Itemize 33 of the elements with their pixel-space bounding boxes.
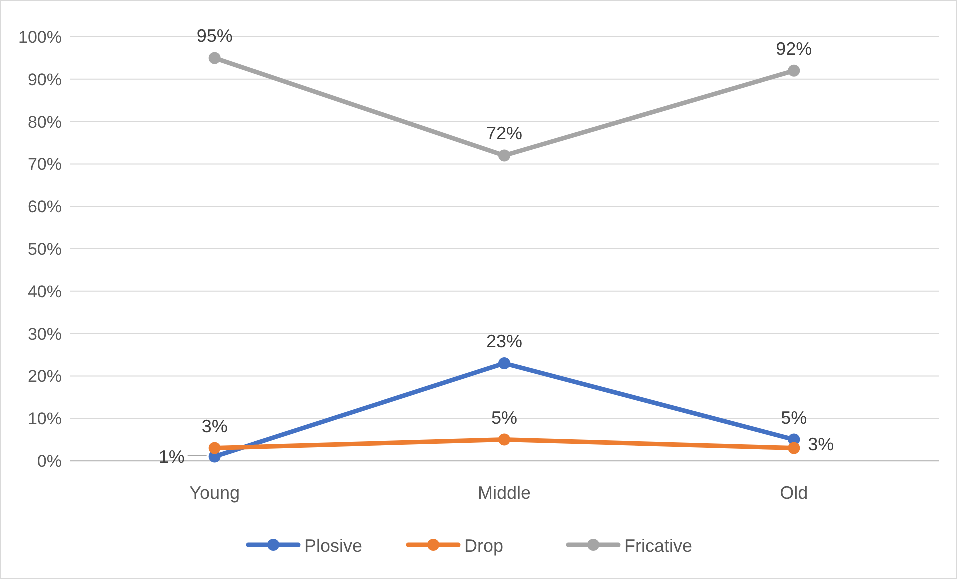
data-label: 5% [781,408,808,428]
data-label: 92% [776,38,812,59]
legend-label: Plosive [304,536,363,556]
y-tick-label: 70% [28,155,62,174]
data-label: 3% [808,434,834,454]
y-tick-label: 50% [28,240,62,259]
data-label: 95% [196,26,233,46]
x-tick-label: Middle [478,483,532,503]
point [498,357,510,370]
point [788,442,800,454]
y-tick-label: 30% [28,324,62,344]
data-label: 5% [491,408,518,428]
y-tick-label: 0% [37,452,62,471]
point [498,434,510,446]
point [208,52,221,64]
x-tick-label: Young [190,483,240,503]
point [498,150,510,162]
y-tick-label: 80% [28,112,62,132]
point [788,64,800,77]
legend-label: Drop [464,536,504,556]
y-tick-label: 20% [28,367,62,386]
data-label: 23% [486,331,523,352]
y-tick-label: 90% [28,70,62,90]
y-tick-label: 100% [18,28,62,47]
data-label: 1% [158,446,185,467]
data-label: 72% [486,124,523,144]
point [208,442,221,454]
x-tick-label: Old [780,483,808,503]
y-tick-label: 40% [28,282,62,302]
legend-label: Fricative [624,536,693,556]
y-tick-label: 60% [28,198,62,217]
data-label: 3% [202,416,228,436]
y-tick-label: 10% [28,410,62,429]
